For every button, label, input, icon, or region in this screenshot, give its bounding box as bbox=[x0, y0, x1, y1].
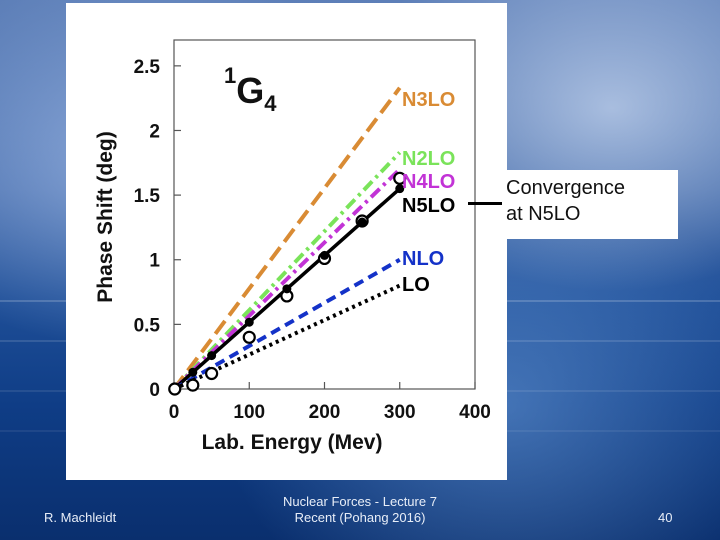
data-point-ring-2 bbox=[205, 366, 219, 381]
series-line-n2lo bbox=[172, 151, 402, 391]
x-tick-label-3: 300 bbox=[384, 402, 416, 423]
footer-lecture-title: Nuclear Forces - Lecture 7 Recent (Pohan… bbox=[262, 494, 458, 526]
footer-lecture-line-2: Recent (Pohang 2016) bbox=[294, 510, 426, 525]
series-line-n3lo bbox=[172, 86, 402, 391]
y-tick-label-3: 1.5 bbox=[134, 186, 161, 207]
y-tick-label-4: 2 bbox=[149, 121, 160, 142]
x-axis-label: Lab. Energy (Mev) bbox=[202, 431, 383, 454]
y-tick-label-0: 0 bbox=[149, 380, 160, 401]
y-axis-label: Phase Shift (deg) bbox=[94, 131, 117, 303]
n5lo-marker-2 bbox=[207, 351, 217, 361]
chart-panel: 0 100 200 300 400 0 0.5 1 1.5 2 2.5 N3LO N2LO N4LO N… bbox=[66, 3, 507, 480]
x-tick-label-1: 100 bbox=[233, 402, 265, 423]
title-letter: G bbox=[236, 70, 264, 111]
series-label-lo: LO bbox=[402, 274, 430, 296]
n5lo-marker-7 bbox=[395, 184, 405, 194]
y-tick-labels: 0 0.5 1 1.5 2 2.5 bbox=[134, 57, 161, 401]
title-subscript: 4 bbox=[264, 91, 277, 116]
x-tick-label-2: 200 bbox=[309, 402, 341, 423]
x-tick-label-4: 400 bbox=[459, 402, 491, 423]
series-label-n2lo: N2LO bbox=[402, 148, 455, 170]
title-superscript: 1 bbox=[224, 63, 236, 88]
series-label-n3lo: N3LO bbox=[402, 89, 455, 111]
n5lo-marker-6 bbox=[357, 217, 367, 227]
page-number: 40 bbox=[658, 510, 673, 525]
data-point-ring-1 bbox=[186, 378, 200, 392]
callout-line-2: at N5LO bbox=[506, 203, 581, 225]
y-tick-label-5: 2.5 bbox=[134, 57, 161, 78]
chart-title: 1G4 bbox=[224, 63, 277, 116]
tick-marks bbox=[173, 65, 476, 390]
data-point-ring-7 bbox=[393, 171, 407, 185]
series-label-n4lo: N4LO bbox=[402, 171, 455, 193]
n5lo-marker-1 bbox=[188, 367, 198, 377]
series-label-nlo: NLO bbox=[402, 248, 444, 270]
n5lo-marker-5 bbox=[320, 250, 329, 260]
y-tick-label-1: 0.5 bbox=[134, 315, 161, 336]
data-points bbox=[168, 171, 407, 396]
n5lo-marker-4 bbox=[282, 284, 292, 294]
series-label-n5lo: N5LO bbox=[402, 195, 455, 217]
n5lo-marker-3 bbox=[244, 317, 254, 327]
data-point-ring-0 bbox=[168, 382, 182, 396]
callout-line-1: Convergence bbox=[506, 177, 625, 199]
x-tick-labels: 0 100 200 300 400 bbox=[169, 402, 491, 423]
phase-shift-chart: 0 100 200 300 400 00.511.522.5 N3LON2LON4LON… bbox=[94, 39, 491, 454]
series-line-nlo bbox=[173, 258, 401, 391]
data-point-ring-3 bbox=[242, 330, 256, 344]
footer-lecture-line-1: Nuclear Forces - Lecture 7 bbox=[283, 494, 437, 509]
convergence-callout: Convergence at N5LO bbox=[502, 170, 678, 239]
y-tick-label-2: 1 bbox=[149, 251, 160, 272]
x-tick-label-0: 0 bbox=[169, 402, 180, 423]
series-lines bbox=[172, 86, 402, 391]
footer-author: R. Machleidt bbox=[44, 510, 117, 525]
